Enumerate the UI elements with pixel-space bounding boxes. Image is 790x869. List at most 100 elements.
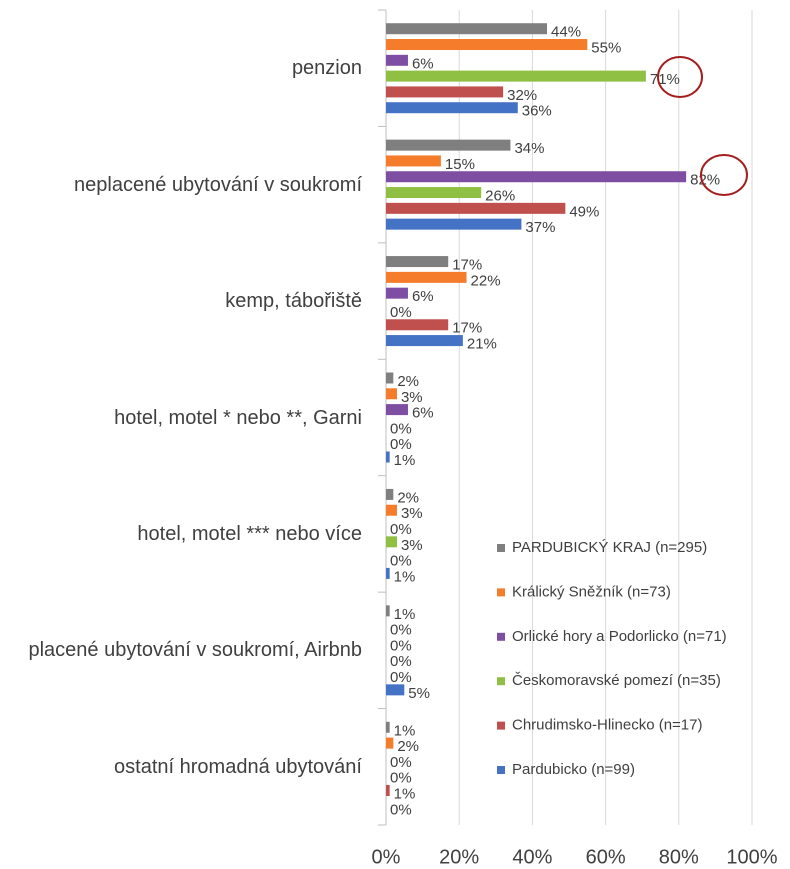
x-tick-label: 0% — [372, 846, 401, 868]
value-label: 1% — [394, 606, 416, 623]
value-label: 49% — [569, 203, 599, 220]
value-label: 44% — [551, 24, 581, 41]
bar — [386, 287, 408, 299]
bar — [386, 504, 397, 516]
value-label: 2% — [397, 489, 419, 506]
bar — [386, 605, 390, 617]
legend-label: Chrudimsko-Hlinecko (n=17) — [512, 717, 703, 734]
value-label: 21% — [467, 336, 497, 353]
category-label: hotel, motel *** nebo více — [137, 522, 362, 545]
value-label: 0% — [390, 770, 412, 787]
value-label: 1% — [394, 452, 416, 469]
bar — [386, 218, 522, 230]
x-tick-label: 100% — [726, 846, 777, 868]
value-label: 1% — [394, 785, 416, 802]
bar — [386, 684, 405, 696]
bar — [386, 202, 566, 214]
value-label: 6% — [412, 55, 434, 72]
value-label: 1% — [394, 568, 416, 585]
value-label: 3% — [401, 505, 423, 522]
category-label: hotel, motel * nebo **, Garni — [114, 406, 362, 429]
value-label: 0% — [390, 653, 412, 670]
value-label: 36% — [522, 103, 552, 120]
legend-swatch — [497, 766, 505, 774]
value-label: 0% — [390, 754, 412, 771]
value-label: 5% — [408, 685, 430, 702]
bar — [386, 536, 397, 548]
value-label: 3% — [401, 389, 423, 406]
value-label: 22% — [471, 272, 501, 289]
value-label: 17% — [452, 320, 482, 337]
value-label: 2% — [397, 373, 419, 390]
value-label: 2% — [397, 738, 419, 755]
legend-label: Králický Sněžník (n=73) — [512, 583, 671, 600]
legend-label: Pardubicko (n=99) — [512, 761, 635, 778]
bar — [386, 488, 394, 500]
highlight-circle — [657, 56, 703, 98]
legend-swatch — [497, 544, 505, 552]
value-label: 0% — [390, 622, 412, 639]
bar — [386, 155, 441, 167]
value-label: 0% — [390, 669, 412, 686]
bar — [386, 23, 548, 35]
value-label: 0% — [390, 801, 412, 818]
legend-swatch — [497, 588, 505, 597]
bar — [386, 54, 408, 66]
bar — [386, 39, 588, 51]
bar — [386, 86, 504, 98]
value-label: 0% — [390, 553, 412, 570]
category-label: placené ubytování v soukromí, Airbnb — [28, 639, 362, 662]
value-label: 37% — [525, 219, 555, 236]
bar — [386, 335, 463, 347]
value-label: 3% — [401, 537, 423, 554]
legend-swatch — [497, 632, 505, 641]
value-label: 15% — [445, 156, 475, 173]
value-label: 0% — [390, 420, 412, 437]
value-label: 0% — [390, 304, 412, 321]
bar — [386, 567, 390, 579]
bar — [386, 721, 390, 733]
legend-swatch — [497, 677, 505, 686]
value-label: 0% — [390, 521, 412, 538]
x-tick-label: 20% — [439, 846, 479, 868]
bar — [386, 171, 687, 183]
bar — [386, 451, 390, 463]
legend-swatch — [497, 721, 505, 730]
legend-label: Českomoravské pomezí (n=35) — [512, 672, 721, 689]
category-label: ostatní hromadná ubytování — [114, 755, 362, 778]
value-label: 6% — [412, 405, 434, 422]
value-label: 71% — [650, 71, 680, 88]
bar — [386, 256, 449, 268]
bar — [386, 404, 408, 416]
category-label: kemp, tábořiště — [225, 290, 362, 313]
bar — [386, 372, 394, 384]
bar — [386, 70, 646, 82]
value-label: 0% — [390, 436, 412, 453]
value-label: 17% — [452, 257, 482, 274]
value-label: 26% — [485, 188, 515, 205]
bar — [386, 737, 394, 749]
value-label: 32% — [507, 87, 537, 104]
bar — [386, 102, 518, 114]
category-label: neplacené ubytování v soukromí — [74, 173, 362, 196]
bar — [386, 271, 467, 283]
highlight-circle — [700, 154, 748, 196]
x-tick-label: 40% — [512, 846, 552, 868]
legend-label: PARDUBICKÝ KRAJ (n=295) — [512, 539, 707, 556]
value-label: 0% — [390, 637, 412, 654]
value-label: 34% — [514, 140, 544, 157]
bar — [386, 187, 482, 199]
value-label: 82% — [690, 172, 720, 189]
bar — [386, 388, 397, 400]
value-label: 6% — [412, 288, 434, 305]
category-label: penzion — [291, 57, 362, 80]
x-tick-label: 60% — [586, 846, 626, 868]
legend-label: Orlické hory a Podorlicko (n=71) — [512, 628, 727, 645]
value-label: 1% — [394, 722, 416, 739]
value-label: 55% — [591, 39, 621, 56]
bar — [386, 319, 449, 331]
bar — [386, 139, 511, 151]
bar — [386, 784, 390, 796]
